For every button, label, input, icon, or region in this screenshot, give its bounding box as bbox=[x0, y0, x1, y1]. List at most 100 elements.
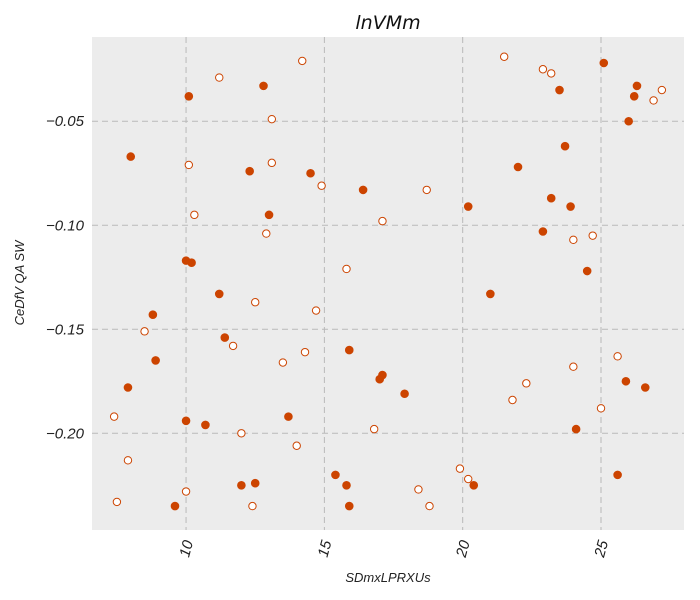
hollow-point bbox=[425, 501, 434, 511]
hollow-point bbox=[292, 441, 301, 450]
filled-point bbox=[640, 383, 650, 392]
filled-point bbox=[469, 480, 479, 490]
x-tick-label: 25 bbox=[591, 538, 612, 560]
hollow-point bbox=[538, 65, 548, 74]
x-tick-label: 20 bbox=[453, 538, 474, 560]
hollow-point bbox=[278, 358, 288, 367]
hollow-point bbox=[657, 85, 667, 95]
hollow-point bbox=[547, 69, 556, 78]
filled-point bbox=[259, 81, 268, 91]
filled-point bbox=[184, 91, 194, 101]
hollow-point bbox=[499, 52, 509, 61]
filled-point bbox=[546, 193, 556, 203]
hollow-point bbox=[369, 424, 379, 434]
filled-point bbox=[624, 116, 633, 126]
filled-point bbox=[201, 420, 210, 430]
hollow-point bbox=[569, 235, 578, 245]
filled-point bbox=[123, 383, 133, 392]
x-tick-label: 15 bbox=[315, 538, 336, 559]
x-axis-label: SDmxLPRXUs bbox=[345, 570, 431, 585]
filled-point bbox=[237, 480, 246, 490]
data-points bbox=[109, 52, 667, 511]
filled-point bbox=[245, 166, 254, 176]
filled-point bbox=[306, 168, 315, 178]
hollow-point bbox=[251, 298, 260, 307]
y-axis-label: CeDfV QA SW bbox=[12, 239, 27, 325]
hollow-point bbox=[569, 362, 578, 371]
filled-point bbox=[513, 162, 523, 172]
hollow-point bbox=[342, 264, 351, 274]
filled-point bbox=[344, 501, 354, 511]
filled-point bbox=[250, 478, 260, 488]
hollow-point bbox=[649, 96, 658, 105]
hollow-point bbox=[422, 185, 431, 195]
filled-point bbox=[181, 416, 191, 426]
filled-point bbox=[264, 210, 274, 220]
grid-lines bbox=[92, 37, 684, 530]
hollow-point bbox=[588, 231, 597, 240]
hollow-point bbox=[109, 412, 119, 421]
hollow-point bbox=[455, 464, 465, 473]
filled-point bbox=[463, 202, 473, 211]
filled-point bbox=[486, 289, 495, 299]
hollow-point bbox=[262, 229, 271, 238]
filled-point bbox=[214, 289, 224, 299]
filled-point bbox=[400, 389, 409, 399]
filled-point bbox=[538, 227, 548, 236]
filled-point bbox=[220, 333, 230, 342]
filled-point bbox=[582, 266, 592, 276]
hollow-point bbox=[378, 216, 387, 226]
hollow-point bbox=[522, 379, 531, 388]
filled-point bbox=[342, 480, 351, 490]
filled-point bbox=[599, 58, 609, 68]
x-tick-label: 10 bbox=[176, 538, 197, 559]
filled-point bbox=[284, 412, 293, 421]
filled-point bbox=[571, 424, 581, 434]
hollow-point bbox=[237, 429, 246, 438]
filled-point bbox=[560, 141, 570, 151]
hollow-point bbox=[596, 404, 606, 413]
hollow-point bbox=[123, 456, 133, 465]
hollow-point bbox=[414, 485, 423, 494]
hollow-point bbox=[267, 158, 277, 168]
y-tick-label: −0.20 bbox=[46, 425, 85, 442]
hollow-point bbox=[317, 181, 326, 190]
hollow-point bbox=[184, 160, 194, 170]
filled-point bbox=[566, 202, 575, 211]
filled-point bbox=[148, 310, 158, 320]
y-tick-label: −0.10 bbox=[46, 217, 85, 234]
hollow-point bbox=[215, 73, 224, 82]
filled-point bbox=[170, 501, 180, 511]
hollow-point bbox=[112, 497, 122, 507]
filled-point bbox=[331, 470, 340, 480]
filled-point bbox=[613, 470, 622, 480]
hollow-point bbox=[140, 327, 149, 336]
filled-point bbox=[629, 91, 639, 101]
tick-labels: 10 15 20 25 −0.05 −0.10 −0.15 −0.20 bbox=[46, 113, 612, 560]
filled-point bbox=[632, 81, 642, 91]
hollow-point bbox=[190, 210, 199, 220]
hollow-point bbox=[228, 341, 238, 351]
filled-point bbox=[187, 258, 196, 267]
filled-point bbox=[555, 85, 564, 95]
hollow-point bbox=[181, 487, 191, 496]
filled-point bbox=[378, 370, 387, 380]
hollow-point bbox=[298, 56, 307, 66]
filled-point bbox=[151, 356, 160, 365]
filled-point bbox=[358, 185, 368, 195]
y-tick-label: −0.05 bbox=[46, 113, 85, 130]
y-tick-label: −0.15 bbox=[46, 321, 85, 338]
hollow-point bbox=[300, 347, 310, 357]
plot-area bbox=[92, 37, 684, 530]
filled-point bbox=[126, 152, 136, 161]
hollow-point bbox=[613, 352, 622, 361]
filled-point bbox=[344, 345, 354, 355]
hollow-point bbox=[311, 306, 321, 315]
hollow-point bbox=[464, 474, 473, 484]
filled-point bbox=[621, 376, 631, 386]
chart-title: lnVMm bbox=[355, 12, 420, 34]
hollow-point bbox=[248, 501, 257, 511]
hollow-point bbox=[508, 395, 517, 405]
hollow-point bbox=[267, 114, 277, 124]
